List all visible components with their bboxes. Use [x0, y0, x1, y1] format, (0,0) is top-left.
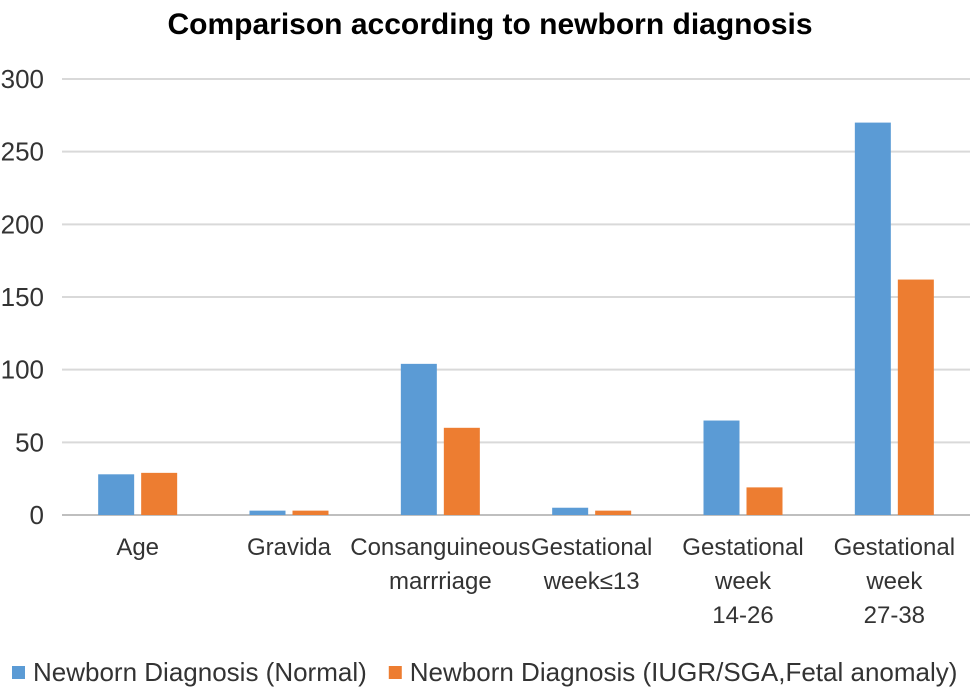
bar: [292, 510, 329, 515]
legend-swatch: [12, 666, 25, 679]
bar: [98, 474, 135, 515]
legend-swatch: [388, 666, 402, 679]
x-axis: Age Gravida Consanguineous marrriageGestati…: [116, 534, 955, 629]
x-category-label: Gravida: [247, 534, 332, 561]
gridlines: [62, 78, 970, 516]
bar: [400, 363, 437, 515]
legend: Newborn Diagnosis (Normal) Newborn Diagno…: [12, 657, 957, 687]
legend-label: Newborn Diagnosis (IUGR/SGA,Fetal anomal…: [410, 657, 958, 687]
bar: [141, 472, 178, 515]
chart-title: Comparison according to newborn diagnosi…: [167, 8, 812, 41]
bars: [98, 122, 934, 515]
bar: [595, 510, 632, 515]
x-category-label: Gestational week≤13: [531, 534, 652, 595]
y-tick-label: 150: [1, 282, 44, 312]
bar: [897, 279, 934, 515]
x-category-label: Age: [116, 534, 159, 561]
bar: [746, 487, 783, 515]
y-tick-label: 250: [1, 137, 44, 167]
x-category-label: Gestational week 14-26: [682, 534, 803, 629]
bar: [703, 420, 740, 515]
bar: [249, 510, 286, 515]
y-tick-label: 0: [30, 500, 44, 530]
y-tick-label: 50: [15, 427, 44, 457]
y-axis: 0 50 100 150 200 250 300: [1, 64, 44, 530]
y-tick-label: 200: [1, 209, 44, 239]
legend-label: Newborn Diagnosis (Normal): [33, 657, 367, 687]
bar: [854, 122, 891, 515]
y-tick-label: 300: [1, 64, 44, 94]
bar: [552, 507, 589, 515]
x-category-label: Consanguineous marrriage: [350, 534, 530, 595]
x-category-label: Gestational week 27-38: [834, 534, 955, 629]
y-tick-label: 100: [1, 355, 44, 385]
bar: [443, 427, 480, 515]
